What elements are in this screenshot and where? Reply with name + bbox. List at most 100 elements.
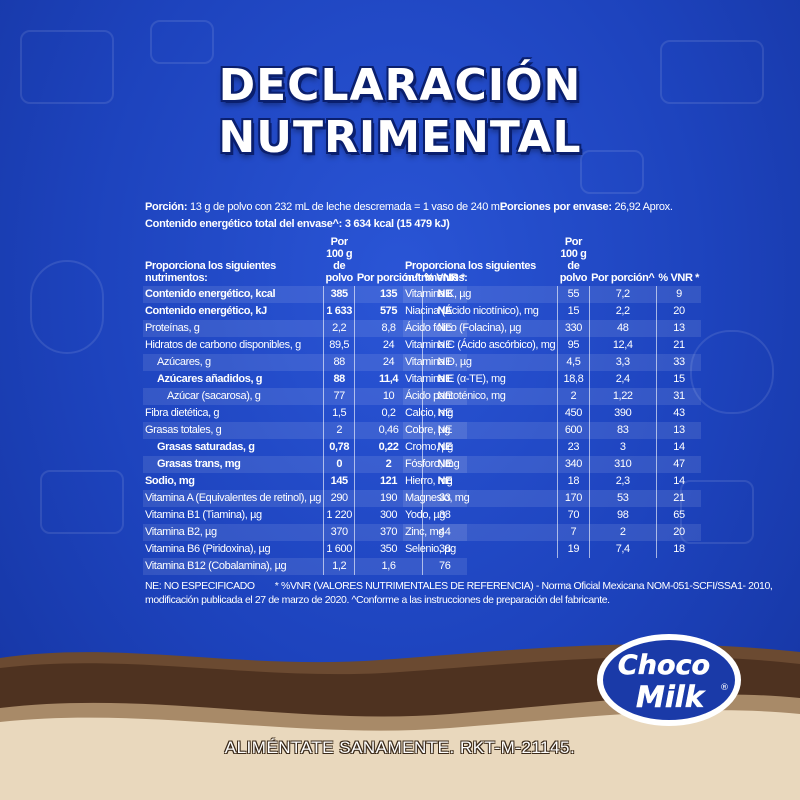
doodle-shape — [150, 20, 214, 64]
value-per100: 88 — [323, 371, 355, 388]
table-row: Azúcares, g 88 24 NE — [143, 354, 467, 371]
nutrient-name: Hidratos de carbono disponibles, g — [145, 339, 301, 351]
header-per100: Por 100 g de polvo — [325, 236, 354, 284]
table-row: Vitamina B12 (Cobalamina), µg 1,2 1,6 76 — [143, 558, 467, 575]
table-row: Cobre, µg 600 83 13 — [403, 422, 702, 439]
nutrient-name: Vitamina D, µg — [403, 354, 558, 371]
value-per100: 89,5 — [323, 337, 355, 354]
value-vnr: 9 — [655, 286, 702, 303]
value-vnr: 44 — [421, 524, 467, 541]
nutrition-table-left: Proporciona los siguientes nutrimentos: … — [143, 236, 467, 575]
value-per-portion: 48 — [588, 320, 657, 337]
value-per100: 1,5 — [323, 405, 355, 422]
nutrient-name: Fibra dietética, g — [145, 407, 220, 419]
value-per100: 19 — [557, 541, 590, 558]
table-row: Sodio, mg 145 121 NE — [143, 473, 467, 490]
energy-label: Contenido energético total del envase^: — [145, 218, 343, 230]
nutrient-name: Vitamina B2, µg — [143, 524, 324, 541]
value-per100: 145 — [323, 473, 355, 490]
table-row: Vitamina C (Ácido ascórbico), mg 95 12,4 21 — [403, 337, 702, 354]
value-vnr: 65 — [655, 507, 702, 524]
table-row: Vitamina A (Equivalentes de retinol), µg… — [143, 490, 467, 507]
value-per100: 2 — [323, 422, 355, 439]
nutrient-name: Vitamina B1 (Tiamina), µg — [145, 509, 262, 521]
value-per-portion: 1,6 — [354, 558, 423, 575]
energy-value: 3 634 kcal (15 479 kJ) — [344, 218, 450, 230]
value-per100: 18 — [557, 473, 590, 490]
table-row: Fósforo, mg 340 310 47 — [403, 456, 702, 473]
value-per-portion: 8,8 — [354, 320, 423, 337]
value-per-portion: 11,4 — [354, 371, 423, 388]
value-per100: 330 — [557, 320, 590, 337]
portion-label: Porción: — [145, 201, 188, 213]
doodle-shape — [30, 260, 104, 354]
value-per-portion: 7,4 — [588, 541, 657, 558]
nutrient-name: Zinc, mg — [403, 524, 558, 541]
nutrient-name: Cobre, µg — [403, 422, 558, 439]
value-per-portion: 190 — [354, 490, 423, 507]
value-vnr: 14 — [655, 473, 702, 490]
value-vnr: 33 — [655, 354, 702, 371]
value-vnr: 21 — [655, 337, 702, 354]
value-vnr: 76 — [421, 558, 467, 575]
nutrient-name: Calcio, mg — [405, 407, 453, 419]
value-per100: 0,78 — [323, 439, 355, 456]
header-perportion: Por porción^ — [591, 272, 655, 284]
logo-line-2: Milk — [636, 680, 706, 714]
portion-info: Porción: 13 g de polvo con 232 mL de lec… — [145, 201, 506, 213]
nutrient-name: Yodo, µg — [405, 509, 446, 521]
value-per-portion: 98 — [588, 507, 657, 524]
value-per100: 70 — [557, 507, 590, 524]
nutrient-name: Selenio, µg — [405, 543, 456, 555]
value-vnr: NE — [421, 456, 467, 473]
table-row: Niacina (Ácido nicotínico), mg 15 2,2 20 — [403, 303, 702, 320]
value-vnr: NE — [421, 337, 467, 354]
header-nutrients: Proporciona los siguientes nutrimentos: — [405, 260, 536, 284]
table-row: Ácido fólico (Folacina), µg 330 48 13 — [403, 320, 702, 337]
value-per-portion: 3 — [588, 439, 657, 456]
doodle-shape — [580, 150, 644, 194]
value-vnr: NE — [421, 354, 467, 371]
header-vnr: % VNR * — [424, 272, 465, 284]
value-per100: 1 220 — [323, 507, 355, 524]
header-nutrients: Proporciona los siguientes nutrimentos: — [145, 260, 276, 284]
servings-label: Porciones por envase: — [500, 201, 612, 213]
value-per-portion: 10 — [354, 388, 423, 405]
value-per100: 18,8 — [557, 371, 590, 388]
value-vnr: NE — [421, 439, 467, 456]
value-vnr: 43 — [655, 405, 702, 422]
value-per100: 1 633 — [323, 303, 355, 320]
value-per-portion: 0,2 — [354, 405, 423, 422]
servings-value: 26,92 Aprox. — [614, 201, 673, 213]
doodle-shape — [20, 30, 114, 104]
value-vnr: 31 — [655, 388, 702, 405]
value-per-portion: 350 — [354, 541, 423, 558]
header-vnr: % VNR * — [658, 272, 700, 284]
value-per100: 7 — [557, 524, 590, 541]
table-row: Zinc, mg 7 2 20 — [403, 524, 702, 541]
value-per100: 77 — [323, 388, 355, 405]
value-per100: 385 — [323, 286, 355, 303]
table-row: Azúcar (sacarosa), g 77 10 NE — [143, 388, 467, 405]
table-row: Yodo, µg 70 98 65 — [403, 507, 702, 524]
value-per-portion: 310 — [588, 456, 657, 473]
value-per-portion: 121 — [354, 473, 423, 490]
slogan: ALIMÉNTATE SANAMENTE. RKT-M-21145. — [224, 738, 576, 757]
value-per-portion: 2,3 — [588, 473, 657, 490]
value-per-portion: 24 — [354, 354, 423, 371]
table-row: Fibra dietética, g 1,5 0,2 NE — [143, 405, 467, 422]
table-row: Grasas saturadas, g 0,78 0,22 NE — [143, 439, 467, 456]
value-per100: 450 — [557, 405, 590, 422]
nutrient-name: Vitamina K, µg — [403, 286, 558, 303]
total-energy: Contenido energético total del envase^: … — [145, 218, 450, 230]
value-vnr: 13 — [655, 320, 702, 337]
nutrient-name: Grasas saturadas, g — [157, 441, 255, 453]
chocolate-wave — [0, 644, 800, 800]
value-per-portion: 83 — [588, 422, 657, 439]
value-vnr: NE — [421, 303, 467, 320]
table-row: Proteínas, g 2,2 8,8 NE — [143, 320, 467, 337]
table-row: Vitamina B6 (Piridoxina), µg 1 600 350 38 — [143, 541, 467, 558]
nutrient-name: Ácido pantoténico, mg — [403, 388, 558, 405]
value-per100: 4,5 — [557, 354, 590, 371]
value-vnr: 20 — [655, 524, 702, 541]
